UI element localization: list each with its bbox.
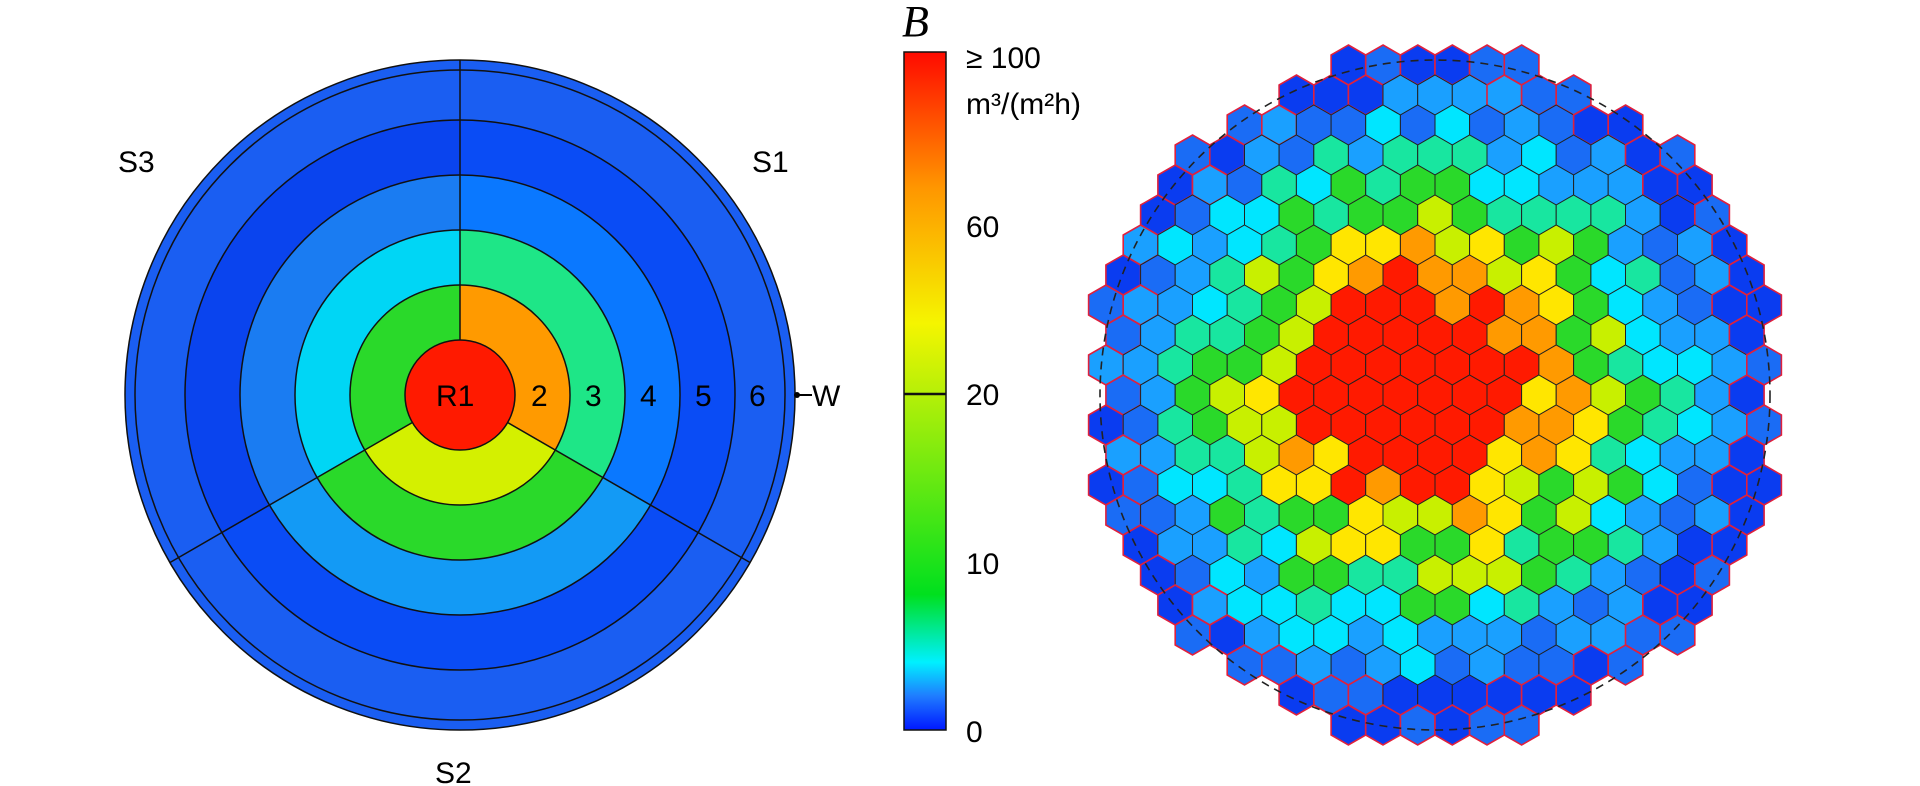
ring-label-w: W xyxy=(812,380,841,413)
ring-boundaries xyxy=(124,59,796,731)
sector-diagram: S3 S1 S2 R1 2 3 4 5 6 W xyxy=(118,59,841,786)
colorbar-tick-20: 20 xyxy=(966,379,999,412)
ring-label-2: 2 xyxy=(531,380,548,413)
sector-label-s2: S2 xyxy=(435,757,472,786)
ring-label-6: 6 xyxy=(749,380,766,413)
sector-label-s1: S1 xyxy=(752,146,789,179)
ring-label-5: 5 xyxy=(695,380,712,413)
ring-label-3: 3 xyxy=(585,380,602,413)
colorbar-tick-0: 0 xyxy=(966,716,983,749)
hex-cell-edge xyxy=(1659,614,1696,656)
colorbar-unit: m³/(m²h) xyxy=(966,88,1081,121)
colorbar-gradient xyxy=(903,51,947,731)
hex-cell-edge xyxy=(1503,704,1540,746)
colorbar-symbol: B xyxy=(902,0,929,46)
sector-label-s3: S3 xyxy=(118,146,155,179)
hex-cell-edge xyxy=(1555,674,1592,716)
sector-s1 xyxy=(460,60,795,563)
core-boundary-circle xyxy=(1099,59,1771,731)
colorbar-max-label: ≥ 100 xyxy=(966,42,1041,75)
colorbar-tick-60: 60 xyxy=(966,211,999,244)
ring-label-r1: R1 xyxy=(436,380,474,413)
wall-pointer xyxy=(794,392,812,398)
colorbar: B ≥ 100 m³/(m²h) 60 20 10 0 xyxy=(902,0,1081,749)
ring-label-4: 4 xyxy=(640,380,657,413)
colorbar-tick-10: 10 xyxy=(966,548,999,581)
hex-cell-edge xyxy=(1607,644,1644,686)
hex-map xyxy=(1087,44,1783,746)
